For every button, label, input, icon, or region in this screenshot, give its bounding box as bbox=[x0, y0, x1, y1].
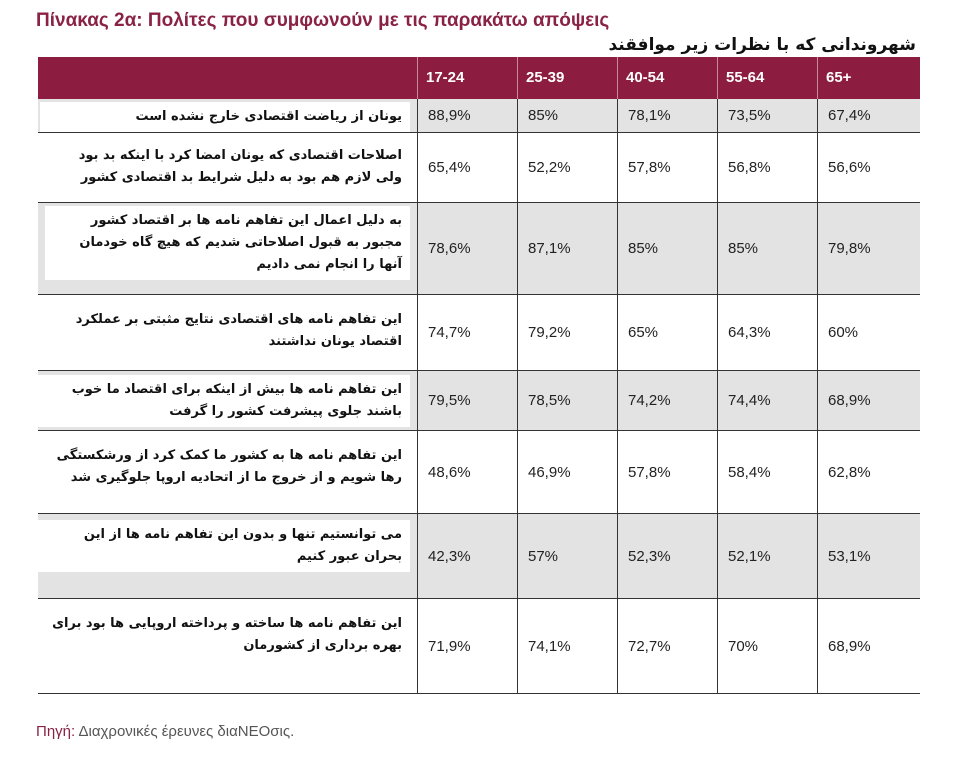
column-header: 25-39 bbox=[526, 69, 565, 86]
value-cell: 67,4% bbox=[828, 107, 871, 124]
value-cell: 70% bbox=[728, 637, 759, 655]
value-cell: 79,5% bbox=[428, 392, 471, 409]
row-label: اصلاحات اقتصادی که یونان امضا کرد با این… bbox=[50, 141, 410, 193]
value-cell: 87,1% bbox=[528, 240, 571, 257]
source-label: Πηγή: bbox=[36, 723, 76, 740]
column-header: 17-24 bbox=[426, 69, 465, 86]
row-label: می توانستیم تنها و بدون این تفاهم نامه ه… bbox=[38, 520, 410, 572]
value-cell: 57,8% bbox=[628, 463, 671, 481]
value-cell: 79,2% bbox=[528, 324, 571, 341]
row-label: این تفاهم نامه ها بیش از اینکه برای اقتص… bbox=[38, 375, 410, 427]
value-cell: 52,2% bbox=[528, 159, 571, 176]
value-cell: 68,9% bbox=[828, 392, 871, 409]
value-cell: 68,9% bbox=[828, 637, 871, 655]
table-row: اصلاحات اقتصادی که یونان امضا کرد با این… bbox=[38, 133, 920, 203]
value-cell: 72,7% bbox=[628, 637, 671, 655]
table-row: می توانستیم تنها و بدون این تفاهم نامه ه… bbox=[38, 514, 920, 599]
value-cell: 46,9% bbox=[528, 463, 571, 481]
value-cell: 64,3% bbox=[728, 324, 771, 341]
row-label: این تفاهم نامه های اقتصادی نتایج مثبتی ب… bbox=[55, 305, 410, 357]
value-cell: 65,4% bbox=[428, 159, 471, 176]
value-cell: 85% bbox=[628, 240, 659, 257]
table-number: Πίνακας 2α: bbox=[36, 10, 143, 31]
value-cell: 78,6% bbox=[428, 240, 471, 257]
value-cell: 74,7% bbox=[428, 324, 471, 341]
value-cell: 74,2% bbox=[628, 392, 671, 409]
table-row: این تفاهم نامه ها ساخته و پرداخته اروپای… bbox=[38, 599, 920, 694]
column-header: 40-54 bbox=[626, 69, 665, 86]
value-cell: 53,1% bbox=[828, 547, 871, 565]
value-cell: 57,8% bbox=[628, 159, 671, 176]
row-label: یونان از ریاضت اقتصادی خارج نشده است bbox=[40, 102, 410, 132]
table-title: Πίνακας 2α: Πολίτες που συμφωνούν με τις… bbox=[36, 10, 609, 32]
table-row: این تفاهم نامه ها بیش از اینکه برای اقتص… bbox=[38, 371, 920, 431]
value-cell: 71,9% bbox=[428, 637, 471, 655]
value-cell: 85% bbox=[728, 240, 759, 257]
value-cell: 79,8% bbox=[828, 240, 871, 257]
value-cell: 85% bbox=[528, 107, 559, 124]
row-label: این تفاهم نامه ها ساخته و پرداخته اروپای… bbox=[38, 609, 410, 661]
value-cell: 56,6% bbox=[828, 159, 871, 176]
survey-table: 17-24 25-39 40-54 55-64 65+ یونان از ریا… bbox=[35, 57, 920, 694]
value-cell: 78,1% bbox=[628, 107, 671, 124]
table-row: این تفاهم نامه ها به کشور ما کمک کرد از … bbox=[35, 431, 920, 514]
table-row: به دلیل اعمال این تفاهم نامه ها بر اقتصا… bbox=[38, 203, 920, 295]
row-label: این تفاهم نامه ها به کشور ما کمک کرد از … bbox=[35, 441, 410, 493]
value-cell: 88,9% bbox=[428, 107, 471, 124]
value-cell: 65% bbox=[628, 324, 659, 341]
translated-subtitle: شهروندانی که با نظرات زیر موافقند bbox=[608, 35, 916, 55]
column-header: 55-64 bbox=[726, 69, 765, 86]
value-cell: 56,8% bbox=[728, 159, 771, 176]
value-cell: 58,4% bbox=[728, 463, 771, 481]
column-header: 65+ bbox=[826, 69, 852, 86]
table-header: 17-24 25-39 40-54 55-64 65+ bbox=[38, 57, 920, 99]
value-cell: 73,5% bbox=[728, 107, 771, 124]
value-cell: 74,1% bbox=[528, 637, 571, 655]
value-cell: 52,3% bbox=[628, 547, 671, 565]
value-cell: 48,6% bbox=[428, 463, 471, 481]
value-cell: 42,3% bbox=[428, 547, 471, 565]
value-cell: 52,1% bbox=[728, 547, 771, 565]
value-cell: 60% bbox=[828, 324, 859, 341]
row-label: به دلیل اعمال این تفاهم نامه ها بر اقتصا… bbox=[45, 206, 410, 280]
value-cell: 74,4% bbox=[728, 392, 771, 409]
value-cell: 78,5% bbox=[528, 392, 571, 409]
table-row: این تفاهم نامه های اقتصادی نتایج مثبتی ب… bbox=[38, 295, 920, 371]
source-text: Διαχρονικές έρευνες διαNEOσις. bbox=[78, 723, 295, 740]
table-row: یونان از ریاضت اقتصادی خارج نشده است 88,9… bbox=[38, 99, 920, 133]
source-note: Πηγή: Διαχρονικές έρευνες διαNEOσις. bbox=[36, 723, 294, 740]
value-cell: 62,8% bbox=[828, 463, 871, 481]
value-cell: 57% bbox=[528, 547, 559, 565]
table-title-text: Πολίτες που συμφωνούν με τις παρακάτω απ… bbox=[147, 10, 610, 31]
